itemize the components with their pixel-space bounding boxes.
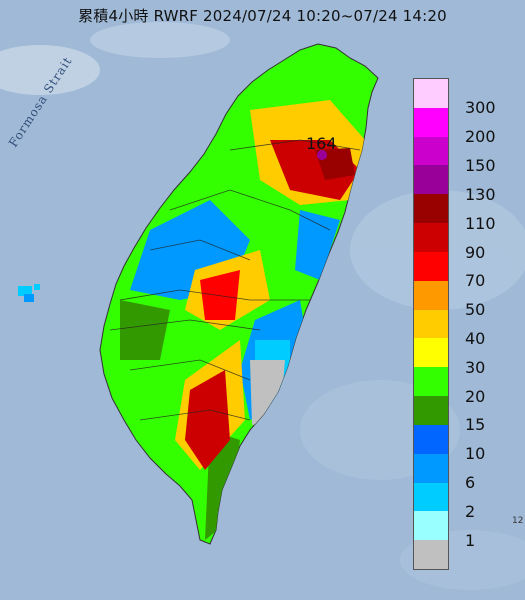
- legend-label: 15: [465, 415, 486, 435]
- legend-swatch: [414, 107, 448, 138]
- legend-label: 300: [465, 98, 496, 118]
- taiwan-island: [99, 43, 379, 545]
- legend-label: 90: [465, 242, 486, 262]
- legend-label: 20: [465, 386, 486, 406]
- legend-swatch: [414, 251, 448, 282]
- legend-label: 50: [465, 300, 486, 320]
- legend-swatch: [414, 194, 448, 224]
- legend-swatch: [414, 165, 448, 195]
- legend-label: 70: [465, 271, 486, 291]
- legend-swatch: [414, 223, 448, 253]
- legend-label: 1: [465, 530, 476, 550]
- legend-label: 10: [465, 444, 486, 464]
- legend-label: 110: [465, 213, 496, 233]
- legend-label: 30: [465, 357, 486, 377]
- legend-label: 6: [465, 473, 476, 493]
- legend-swatch: [414, 136, 448, 166]
- legend-swatch: [414, 280, 448, 311]
- legend-label: 40: [465, 329, 486, 348]
- legend-swatch: [414, 79, 448, 109]
- legend-swatch: [414, 338, 448, 368]
- legend-swatch: [414, 367, 448, 397]
- color-legend: [413, 78, 449, 570]
- legend-swatch: [414, 309, 448, 339]
- legend-swatch: [414, 396, 448, 426]
- penghu-islands: [18, 284, 40, 302]
- legend-swatch: [414, 482, 448, 512]
- legend-swatch: [414, 540, 448, 570]
- legend-swatch: [414, 424, 448, 455]
- legend-label: 200: [465, 127, 496, 147]
- legend-swatch: [414, 511, 448, 541]
- legend-label: 150: [465, 156, 496, 176]
- map-title: 累積4小時 RWRF 2024/07/24 10:20~07/24 14:20: [78, 7, 447, 25]
- legend-label: 2: [465, 501, 476, 521]
- max-value-label: 164: [306, 134, 337, 153]
- corner-label: 12: [512, 516, 524, 526]
- legend-swatch: [414, 453, 448, 484]
- legend-label: 130: [465, 184, 496, 204]
